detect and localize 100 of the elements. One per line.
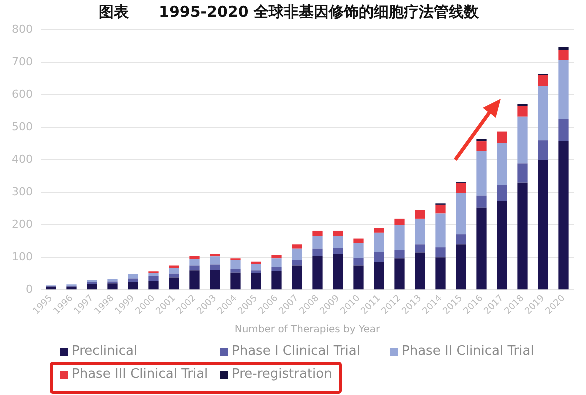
bar (169, 278, 180, 290)
bar (456, 193, 466, 235)
bar (169, 268, 180, 274)
bar (292, 244, 302, 249)
bar (66, 286, 77, 290)
bar (272, 255, 282, 259)
bar (354, 238, 364, 244)
bar (497, 201, 508, 290)
bar (272, 271, 282, 290)
y-tick-label: 400 (12, 152, 33, 166)
bar (497, 132, 508, 144)
bar (476, 196, 487, 208)
bar (374, 232, 384, 252)
bar (497, 144, 508, 186)
bar (394, 258, 405, 290)
bar (415, 218, 426, 245)
bar (374, 262, 384, 290)
legend-label: Pre-registration (232, 367, 332, 382)
bar (558, 50, 569, 60)
bar (476, 142, 487, 152)
bar (436, 214, 446, 248)
bar (210, 264, 220, 270)
bar (108, 279, 118, 282)
chart-title: 图表 1995-2020 全球非基因修饰的细胞疗法管线数 (99, 2, 480, 21)
bar (558, 142, 569, 290)
bar (230, 272, 241, 290)
bar (108, 284, 118, 290)
bar (558, 60, 569, 120)
bar (394, 218, 405, 226)
bar (436, 258, 446, 290)
bar (538, 86, 548, 141)
bar (436, 204, 446, 214)
y-tick-label: 200 (12, 218, 33, 231)
bar (312, 248, 323, 256)
bar (333, 254, 344, 290)
bar (394, 250, 405, 259)
bar (333, 248, 344, 254)
y-tick-label: 700 (12, 55, 33, 68)
bar (333, 230, 344, 237)
bar (292, 260, 302, 266)
bar (456, 244, 466, 290)
bar (148, 281, 159, 290)
bar (46, 286, 56, 290)
bar (292, 248, 302, 260)
bar (415, 252, 426, 290)
y-tick-label: 100 (12, 250, 33, 264)
bar (456, 234, 466, 245)
bar (518, 164, 528, 183)
bar (518, 106, 528, 117)
bar (558, 119, 569, 142)
bar (210, 256, 220, 265)
y-tick-label: 0 (26, 283, 33, 296)
bar (538, 140, 548, 160)
bar (169, 266, 180, 268)
y-tick-label: 800 (12, 22, 33, 36)
bar (312, 230, 323, 237)
bar (87, 284, 98, 290)
legend-label: Phase I Clinical Trial (232, 344, 360, 359)
bar (476, 139, 487, 142)
bar (538, 76, 548, 86)
bar (456, 184, 466, 194)
bar (148, 273, 159, 277)
bar (436, 248, 446, 258)
bar (251, 273, 262, 290)
bar (148, 276, 159, 282)
bar (230, 260, 241, 270)
bar (128, 274, 138, 279)
bar (251, 262, 262, 264)
bar (538, 160, 548, 290)
bar (354, 243, 364, 258)
bar (518, 116, 528, 164)
legend-label: Phase II Clinical Trial (402, 344, 534, 359)
bar (374, 228, 384, 233)
bar (210, 254, 220, 257)
bar (333, 236, 344, 248)
legend-label: Phase III Clinical Trial (72, 367, 208, 382)
bar (128, 282, 138, 290)
y-tick-label: 600 (12, 88, 33, 101)
bar (312, 256, 323, 290)
bar (292, 266, 302, 290)
x-axis-title: Number of Therapies by Year (234, 324, 382, 336)
bar (374, 252, 384, 263)
bar (415, 210, 426, 219)
bar (128, 278, 138, 282)
bar (558, 48, 569, 50)
bar (354, 266, 364, 290)
bar (497, 185, 508, 202)
y-tick-label: 500 (12, 120, 33, 134)
bar (415, 244, 426, 253)
bar (518, 182, 528, 290)
bar (190, 256, 200, 260)
bar (272, 267, 282, 272)
legend-label: Preclinical (72, 344, 138, 359)
bar (354, 258, 364, 266)
bar (190, 270, 200, 290)
bar (251, 270, 262, 274)
bar (476, 151, 487, 196)
bar (476, 208, 487, 290)
bar (272, 258, 282, 268)
bar (230, 269, 241, 273)
